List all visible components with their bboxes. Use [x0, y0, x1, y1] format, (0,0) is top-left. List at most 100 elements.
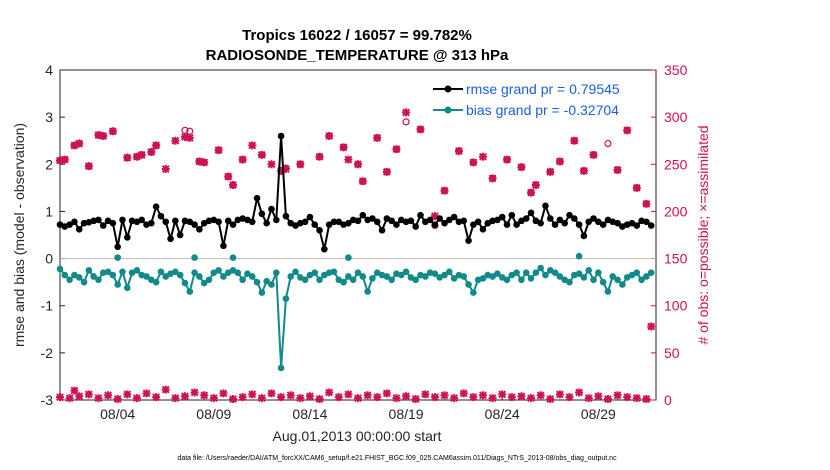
bias-point — [522, 269, 530, 277]
rmse-point — [167, 235, 174, 243]
bias-point — [470, 289, 477, 296]
bias-point — [263, 277, 270, 285]
bias-point — [109, 271, 117, 279]
bias-point — [494, 270, 501, 277]
obs-assimilated-point — [632, 183, 641, 192]
bias-point — [277, 364, 285, 372]
bias-point — [518, 276, 525, 284]
obs-assimilated-point — [478, 391, 487, 400]
rmse-point — [522, 215, 530, 222]
obs-assimilated-point — [267, 389, 276, 398]
obs-assimilated-point — [579, 166, 588, 175]
obs-assimilated-point — [382, 167, 391, 176]
data-file-footer: data file: /Users/raeder/DAI/ATM_forcXX/… — [177, 455, 617, 462]
rmse-point — [272, 216, 280, 224]
obs-assimilated-point — [478, 152, 487, 161]
obs-assimilated-point — [238, 393, 247, 402]
plot-area — [59, 69, 657, 401]
bias-point — [172, 268, 179, 276]
bias-point — [191, 269, 198, 277]
obs-assimilated-point — [527, 188, 536, 197]
bias-point — [181, 279, 189, 287]
obs-assimilated-point — [613, 165, 622, 174]
obs-possible-point — [402, 118, 410, 126]
bias-point — [580, 274, 588, 281]
bias-point — [191, 254, 198, 261]
bias-point — [537, 264, 544, 272]
obs-assimilated-point — [132, 152, 141, 161]
rmse-point — [474, 218, 482, 226]
y-axis-right: 0 50 100 150 200 250 300 350 — [651, 62, 688, 408]
rmse-point — [426, 216, 434, 224]
rmse-point — [460, 217, 468, 225]
rmse-point — [441, 219, 448, 227]
rmse-point — [537, 219, 544, 227]
bias-point — [532, 269, 540, 277]
y-left-tick-label: -3 — [41, 392, 54, 408]
obs-assimilated-point — [546, 395, 555, 404]
obs-assimilated-point — [507, 393, 516, 402]
y-right-tick-label: 350 — [664, 62, 688, 78]
bias-point — [133, 267, 141, 274]
obs-assimilated-point — [296, 394, 305, 403]
obs-assimilated-point — [589, 150, 598, 159]
obs-assimilated-point — [373, 393, 382, 402]
obs-assimilated-point — [161, 385, 170, 394]
bias-point — [340, 278, 347, 286]
obs-assimilated-point — [152, 141, 161, 150]
obs-assimilated-point — [70, 386, 79, 395]
rmse-point — [643, 218, 650, 226]
bias-point — [479, 275, 487, 282]
bias-point — [95, 276, 102, 284]
obs-assimilated-point — [354, 160, 362, 169]
obs-assimilated-point — [267, 160, 276, 169]
obs-assimilated-point — [603, 395, 612, 404]
rmse-point — [282, 212, 290, 220]
obs-assimilated-point — [147, 148, 156, 157]
obs-assimilated-point — [84, 390, 93, 399]
obs-assimilated-point — [647, 322, 656, 331]
rmse-point — [191, 221, 198, 228]
obs-assimilated-point — [296, 160, 305, 169]
obs-assimilated-point — [440, 391, 449, 400]
bias-point — [441, 271, 448, 279]
bias-point — [119, 268, 126, 276]
legend-rmse-label: rmse grand pr = 0.79545 — [466, 81, 620, 97]
bias-point — [123, 284, 131, 292]
bias-point — [383, 273, 391, 280]
rmse-point — [378, 226, 386, 234]
bias-point — [330, 268, 338, 276]
bias-point — [80, 278, 88, 286]
bias-point — [85, 267, 93, 274]
rmse-point — [513, 221, 520, 228]
bias-point — [647, 269, 655, 277]
rmse-point — [138, 216, 146, 224]
legend-bias-marker — [444, 106, 452, 114]
obs-assimilated-point — [527, 394, 536, 403]
rmse-point — [580, 232, 588, 240]
bias-point — [196, 273, 203, 280]
rmse-point — [479, 226, 487, 233]
rmse-point — [301, 218, 309, 226]
rmse-point — [498, 213, 506, 221]
obs-assimilated-point — [195, 157, 204, 166]
obs-assimilated-point — [354, 394, 362, 403]
rmse-point — [220, 242, 227, 250]
rmse-point — [224, 217, 232, 225]
obs-assimilated-point — [531, 181, 540, 190]
obs-assimilated-point — [575, 388, 584, 397]
rmse-point — [508, 211, 516, 219]
rmse-point — [248, 218, 256, 226]
obs-assimilated-point — [277, 166, 286, 175]
bias-point — [282, 295, 290, 302]
bias-point — [186, 288, 194, 295]
obs-assimilated-point — [594, 392, 603, 401]
obs-assimilated-point — [459, 389, 468, 398]
obs-assimilated-point — [224, 172, 233, 181]
obs-assimilated-point — [334, 393, 343, 402]
obs-assimilated-point — [488, 174, 497, 183]
bias-point — [643, 273, 650, 280]
obs-assimilated-point — [94, 131, 103, 140]
obs-assimilated-point — [632, 394, 641, 403]
bias-point — [176, 271, 184, 279]
